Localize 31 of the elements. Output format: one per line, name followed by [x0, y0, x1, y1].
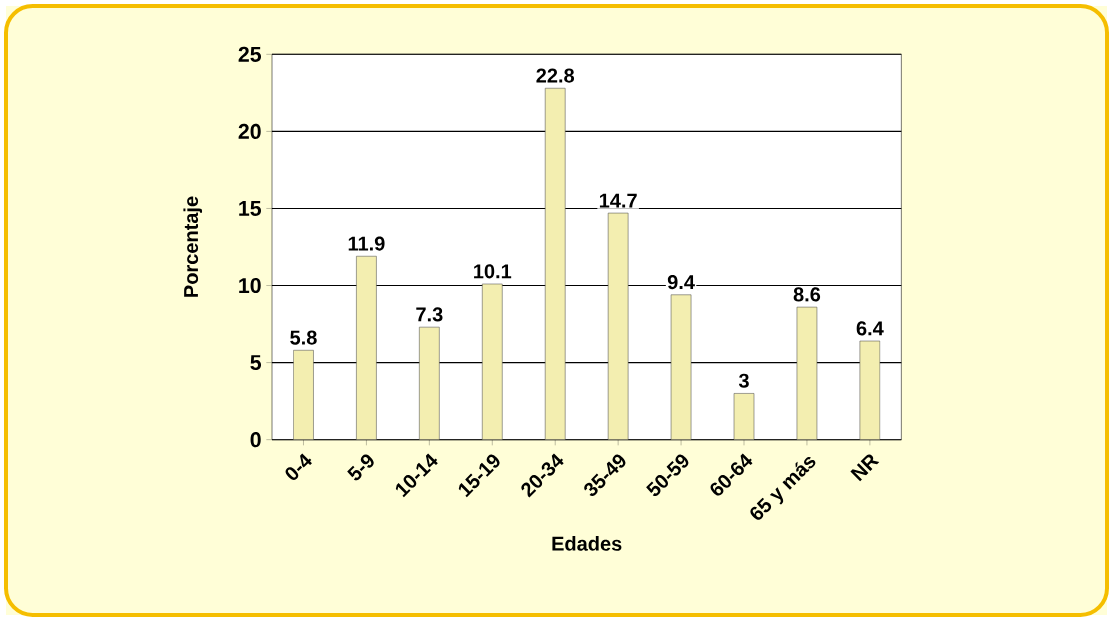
data-label: 5.8 — [290, 330, 317, 345]
bar — [544, 87, 566, 440]
y-tick-label: 25 — [238, 46, 262, 62]
data-label: 22.8 — [536, 68, 575, 83]
x-tick-label: 5-9 — [347, 454, 374, 481]
x-axis-title: Edades — [552, 536, 622, 551]
bar — [419, 326, 440, 440]
data-label: 9.4 — [667, 275, 695, 290]
bar — [356, 255, 377, 440]
x-tick-label: NR — [850, 454, 880, 482]
y-axis-title: Porcentaje — [183, 196, 203, 297]
data-label: 3 — [738, 373, 749, 388]
y-tick-label: 5 — [250, 355, 262, 371]
y-tick-label: 15 — [239, 201, 262, 216]
x-tick-label: 0-4 — [285, 453, 312, 480]
bar — [859, 340, 881, 440]
bar — [482, 283, 503, 440]
bar — [670, 294, 692, 440]
bar — [796, 306, 818, 440]
bar — [607, 212, 629, 440]
data-label: 14.7 — [599, 193, 637, 208]
y-tick-label: 20 — [238, 123, 261, 139]
y-tick-label: 0 — [250, 432, 261, 448]
data-label: 7.3 — [416, 307, 443, 322]
bar — [293, 350, 314, 440]
data-label: 11.9 — [348, 236, 385, 251]
data-label: 8.6 — [793, 287, 821, 302]
data-label: 10.1 — [474, 264, 512, 279]
y-tick-label: 10 — [239, 277, 261, 294]
data-label: 6.4 — [856, 321, 884, 336]
bar — [733, 393, 755, 440]
